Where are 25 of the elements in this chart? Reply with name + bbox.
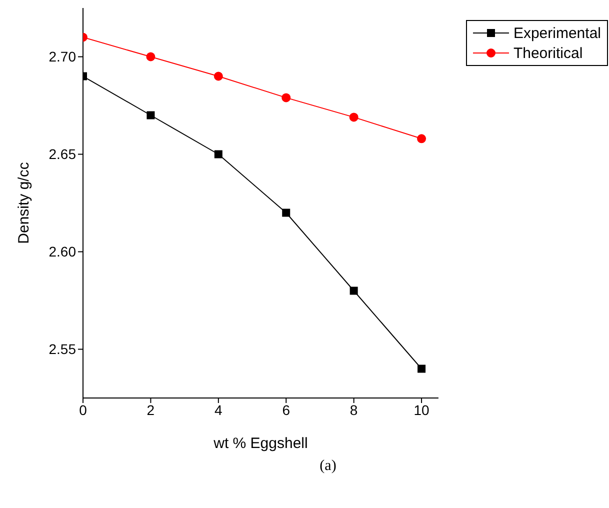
- point: [418, 364, 426, 373]
- x-tick-label: 4: [214, 402, 223, 418]
- legend-label: Experimental: [513, 24, 601, 42]
- point: [282, 93, 291, 102]
- point: [282, 208, 290, 217]
- x-tick-label: 10: [414, 402, 430, 418]
- point: [417, 134, 426, 144]
- x-tick-label: 8: [350, 402, 358, 418]
- text: (a): [318, 458, 338, 475]
- point: [146, 111, 155, 120]
- y-tick-label: 2.70: [48, 48, 76, 65]
- point: [350, 286, 358, 295]
- x-tick-label: 0: [79, 402, 88, 418]
- point: [146, 52, 156, 62]
- point: [214, 72, 223, 81]
- y-tick-label: 2.60: [48, 244, 76, 260]
- y-axis-title: Density g/cc: [15, 162, 32, 244]
- point: [349, 112, 358, 122]
- x-tick-label: 6: [282, 402, 290, 418]
- y-tick-label: 2.55: [48, 341, 76, 358]
- x-axis-title: wt % Eggshell: [212, 435, 308, 452]
- x-tick-label: 2: [146, 402, 155, 418]
- point: [214, 150, 222, 158]
- y-tick-label: 2.65: [48, 146, 76, 162]
- legend-label: Theoritical: [513, 44, 583, 62]
